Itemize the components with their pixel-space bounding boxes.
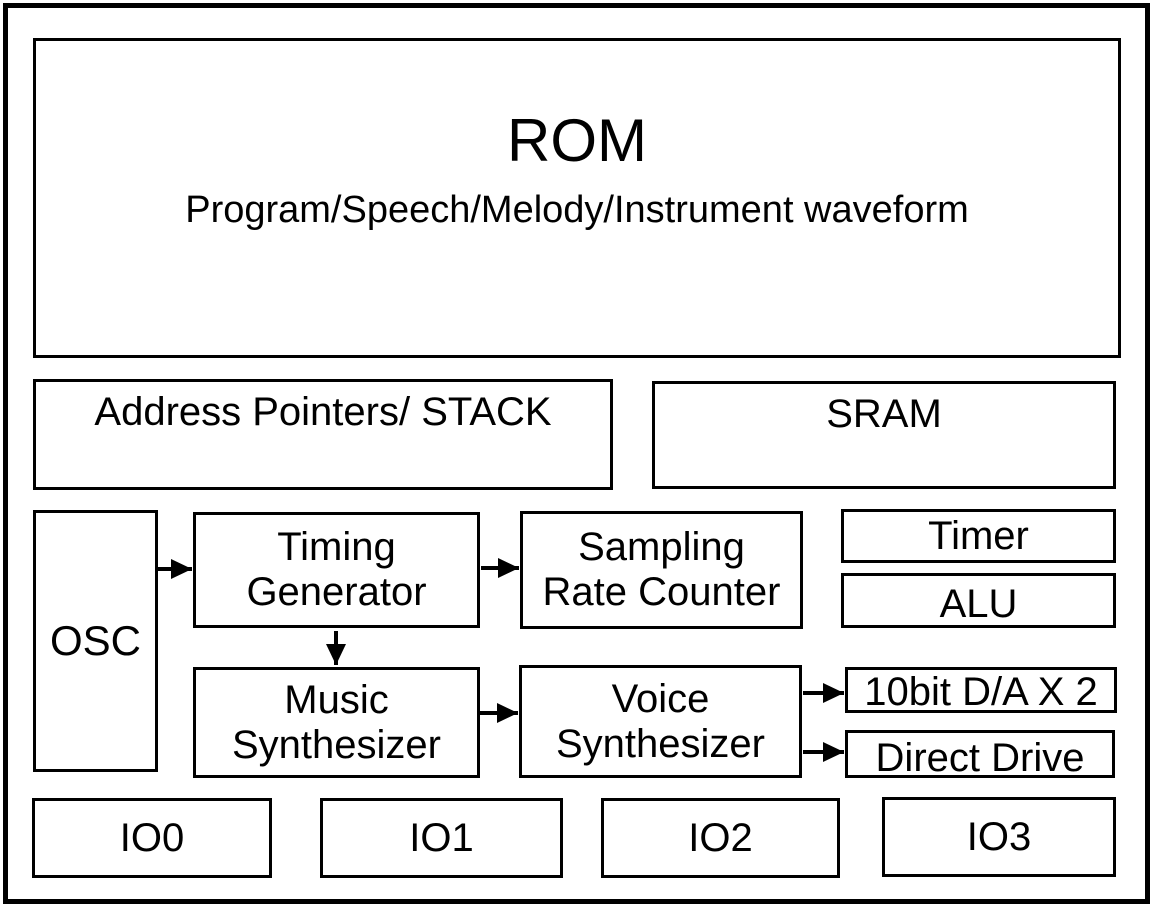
io3-block: IO3 [882, 797, 1116, 877]
io2-label: IO2 [688, 815, 753, 860]
dac-label: 10bit D/A X 2 [864, 670, 1098, 714]
timer-label: Timer [928, 514, 1029, 558]
chip-outline [3, 3, 1150, 904]
io2-block: IO2 [601, 798, 840, 878]
timing-generator-label-line2: Generator [246, 570, 427, 614]
voice-synthesizer-block: Voice Synthesizer [519, 665, 802, 778]
io1-block: IO1 [320, 798, 563, 878]
rom-subtitle: Program/Speech/Melody/Instrument wavefor… [185, 189, 969, 231]
music-synthesizer-label-line1: Music [284, 677, 389, 722]
direct-drive-label: Direct Drive [875, 736, 1085, 780]
voice-synthesizer-label-line2: Synthesizer [556, 721, 765, 766]
sampling-rate-counter-label-line2: Rate Counter [542, 570, 781, 614]
dac-block: 10bit D/A X 2 [845, 667, 1117, 713]
music-synthesizer-block: Music Synthesizer [193, 667, 480, 778]
sram-block: SRAM [652, 381, 1116, 489]
timing-generator-label-line1: Timing [277, 525, 396, 570]
sampling-rate-counter-block: Sampling Rate Counter [520, 511, 803, 629]
timing-generator-block: Timing Generator [193, 512, 480, 628]
timer-block: Timer [841, 509, 1116, 563]
address-pointers-stack-block: Address Pointers/ STACK [33, 379, 613, 490]
voice-synthesizer-label-line1: Voice [611, 676, 710, 721]
rom-block: ROM Program/Speech/Melody/Instrument wav… [33, 38, 1121, 358]
rom-title: ROM [507, 107, 647, 174]
sram-label: SRAM [826, 392, 942, 436]
sampling-rate-counter-label-line1: Sampling [578, 525, 745, 570]
io1-label: IO1 [409, 815, 474, 860]
io0-label: IO0 [119, 815, 185, 860]
alu-block: ALU [841, 573, 1116, 628]
io3-label: IO3 [966, 814, 1032, 859]
osc-label: OSC [49, 617, 141, 665]
music-synthesizer-label-line2: Synthesizer [232, 722, 441, 767]
osc-block: OSC [33, 510, 158, 772]
direct-drive-block: Direct Drive [845, 730, 1115, 778]
io0-block: IO0 [32, 798, 272, 878]
address-pointers-stack-label: Address Pointers/ STACK [94, 390, 552, 434]
alu-label: ALU [939, 581, 1018, 626]
